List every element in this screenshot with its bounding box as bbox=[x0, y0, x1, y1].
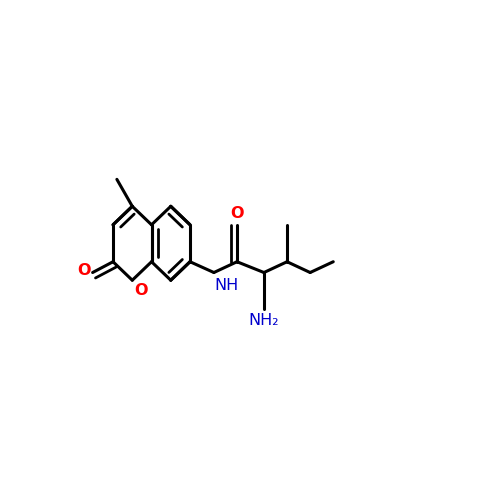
Text: NH₂: NH₂ bbox=[248, 312, 279, 328]
Text: O: O bbox=[134, 284, 147, 298]
Text: O: O bbox=[77, 263, 90, 278]
Text: O: O bbox=[230, 206, 244, 221]
Text: NH: NH bbox=[214, 278, 239, 293]
